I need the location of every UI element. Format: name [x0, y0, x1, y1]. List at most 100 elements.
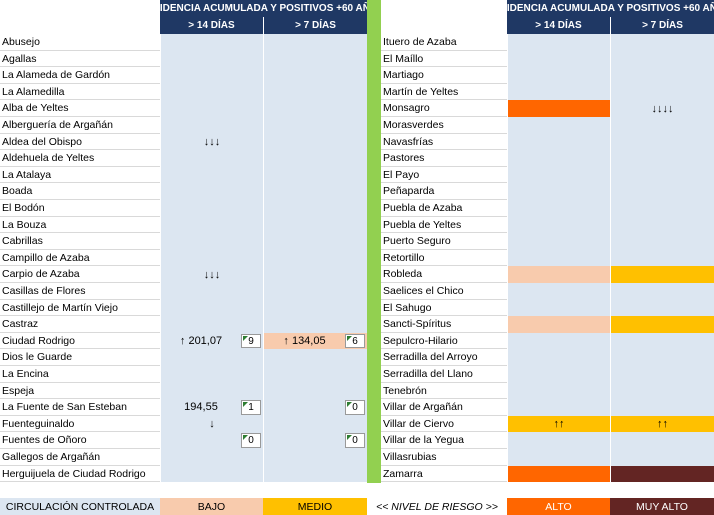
- cell-7-dias: [263, 249, 367, 267]
- table-row: Monsagro ↓↓↓↓: [381, 100, 714, 117]
- table-row: Tenebrón: [381, 382, 714, 400]
- cell-7-dias: [263, 382, 367, 400]
- cell-7-dias: [610, 299, 714, 317]
- cell-7-dias: [263, 449, 367, 466]
- municipality-name: Tenebrón: [383, 384, 427, 397]
- municipality-name: La Fuente de San Esteban: [2, 401, 127, 414]
- cell-14-dias: [507, 133, 610, 151]
- cell-value: ↓: [209, 418, 215, 431]
- cell-14-dias: [160, 83, 263, 101]
- legend-medio: MEDIO: [263, 498, 367, 515]
- table-row: Ituero de Azaba: [381, 34, 714, 51]
- table-row: El Payo: [381, 166, 714, 184]
- table-row: Gallegos de Argañán: [0, 449, 367, 466]
- municipality-name: El Sahugo: [383, 301, 432, 314]
- cell-14-dias: [507, 366, 610, 383]
- header-col1-right: > 14 DÍAS: [507, 17, 610, 34]
- cell-7-dias: [263, 133, 367, 151]
- count-value: 0: [352, 401, 358, 413]
- cell-14-dias: [507, 50, 610, 68]
- table-row: La Encina: [0, 366, 367, 383]
- flag-marker-icon: [347, 335, 352, 341]
- municipality-name: Herguijuela de Ciudad Rodrigo: [2, 467, 146, 480]
- table-row: Martín de Yeltes: [381, 83, 714, 101]
- table-row: Fuentes de Oñoro 0 0: [0, 432, 367, 449]
- cell-14-dias: [160, 117, 263, 134]
- municipality-name: Aldehuela de Yeltes: [2, 152, 95, 165]
- municipality-name: Monsagro: [383, 102, 430, 115]
- table-row: El Maíllo: [381, 50, 714, 68]
- municipality-name: Villar de la Yegua: [383, 434, 464, 447]
- cell-14-dias: [507, 399, 610, 416]
- cell-7-dias: [610, 399, 714, 416]
- cell-7-dias: [263, 415, 367, 433]
- table-row: Abusejo: [0, 34, 367, 51]
- cell-14-dias: [507, 299, 610, 317]
- cell-14-dias: [507, 200, 610, 217]
- table-row: Pastores: [381, 150, 714, 167]
- count-value: 1: [248, 401, 254, 413]
- cell-7-dias: [610, 432, 714, 449]
- municipality-name: La Alamedilla: [2, 85, 65, 98]
- cell-14-dias: [507, 216, 610, 234]
- cell-7-dias: [263, 34, 367, 51]
- cell-value: 194,55: [184, 401, 218, 414]
- cell-14-dias: [160, 283, 263, 300]
- header-col2-right: > 7 DÍAS: [610, 17, 714, 34]
- municipality-name: Pastores: [383, 152, 425, 165]
- cell-7-dias: [610, 34, 714, 51]
- table-row: Castraz: [0, 316, 367, 333]
- cell-7-dias: [610, 449, 714, 466]
- municipality-name: Fuentes de Oñoro: [2, 434, 87, 447]
- cell-14-dias: [507, 283, 610, 300]
- cell-14-dias: [160, 366, 263, 383]
- table-row: El Sahugo: [381, 299, 714, 317]
- municipality-name: Morasverdes: [383, 119, 444, 131]
- column-divider: [367, 0, 381, 483]
- cell-7-dias: 0: [263, 399, 367, 416]
- cell-value: ↑ 134,05: [283, 335, 326, 348]
- cell-14-dias: [507, 332, 610, 350]
- cell-14-dias: [160, 449, 263, 466]
- legend-nivel-riesgo: << NIVEL DE RIESGO >>: [367, 498, 507, 515]
- municipality-name: Espeja: [2, 384, 35, 397]
- municipality-name: Zamarra: [383, 467, 423, 480]
- cell-7-dias: [263, 200, 367, 217]
- cell-7-dias: [263, 166, 367, 184]
- municipality-name: La Encina: [2, 368, 49, 380]
- count-value: 0: [352, 435, 358, 447]
- cell-14-dias: ↓: [160, 415, 263, 433]
- table-row: Sancti-Spíritus: [381, 316, 714, 333]
- cell-14-dias: [507, 117, 610, 134]
- municipality-name: Robleda: [383, 268, 423, 281]
- table-row: La Atalaya: [0, 166, 367, 184]
- cell-14-dias: 194,55 1: [160, 399, 263, 416]
- cell-value: ↓↓↓: [203, 268, 221, 281]
- table-row: Campillo de Azaba: [0, 249, 367, 267]
- cell-7-dias: [610, 465, 714, 483]
- positives-count: 0: [345, 400, 365, 415]
- positives-count: 0: [345, 433, 365, 448]
- municipality-name: Puebla de Azaba: [383, 202, 463, 214]
- cell-7-dias: [610, 349, 714, 366]
- cell-14-dias: [160, 200, 263, 217]
- cell-7-dias: [610, 150, 714, 167]
- table-row: Martiago: [381, 67, 714, 84]
- table-row: Boada: [0, 183, 367, 200]
- table-row: Zamarra: [381, 465, 714, 483]
- cell-14-dias: ↑↑: [507, 415, 610, 433]
- municipality-name: La Atalaya: [2, 168, 52, 181]
- municipality-name: Villar de Ciervo: [383, 417, 455, 430]
- municipality-name: Navasfrías: [383, 135, 434, 148]
- municipality-name: Boada: [2, 185, 33, 198]
- positives-count: 6: [345, 333, 365, 349]
- cell-7-dias: [610, 50, 714, 68]
- cell-7-dias: [263, 316, 367, 333]
- municipality-name: Retortillo: [383, 251, 425, 264]
- cell-7-dias: [263, 266, 367, 283]
- table-row: Cabrillas: [0, 233, 367, 250]
- cell-14-dias: [160, 216, 263, 234]
- cell-7-dias: [263, 366, 367, 383]
- cell-7-dias: [263, 67, 367, 84]
- count-value: 0: [248, 435, 254, 447]
